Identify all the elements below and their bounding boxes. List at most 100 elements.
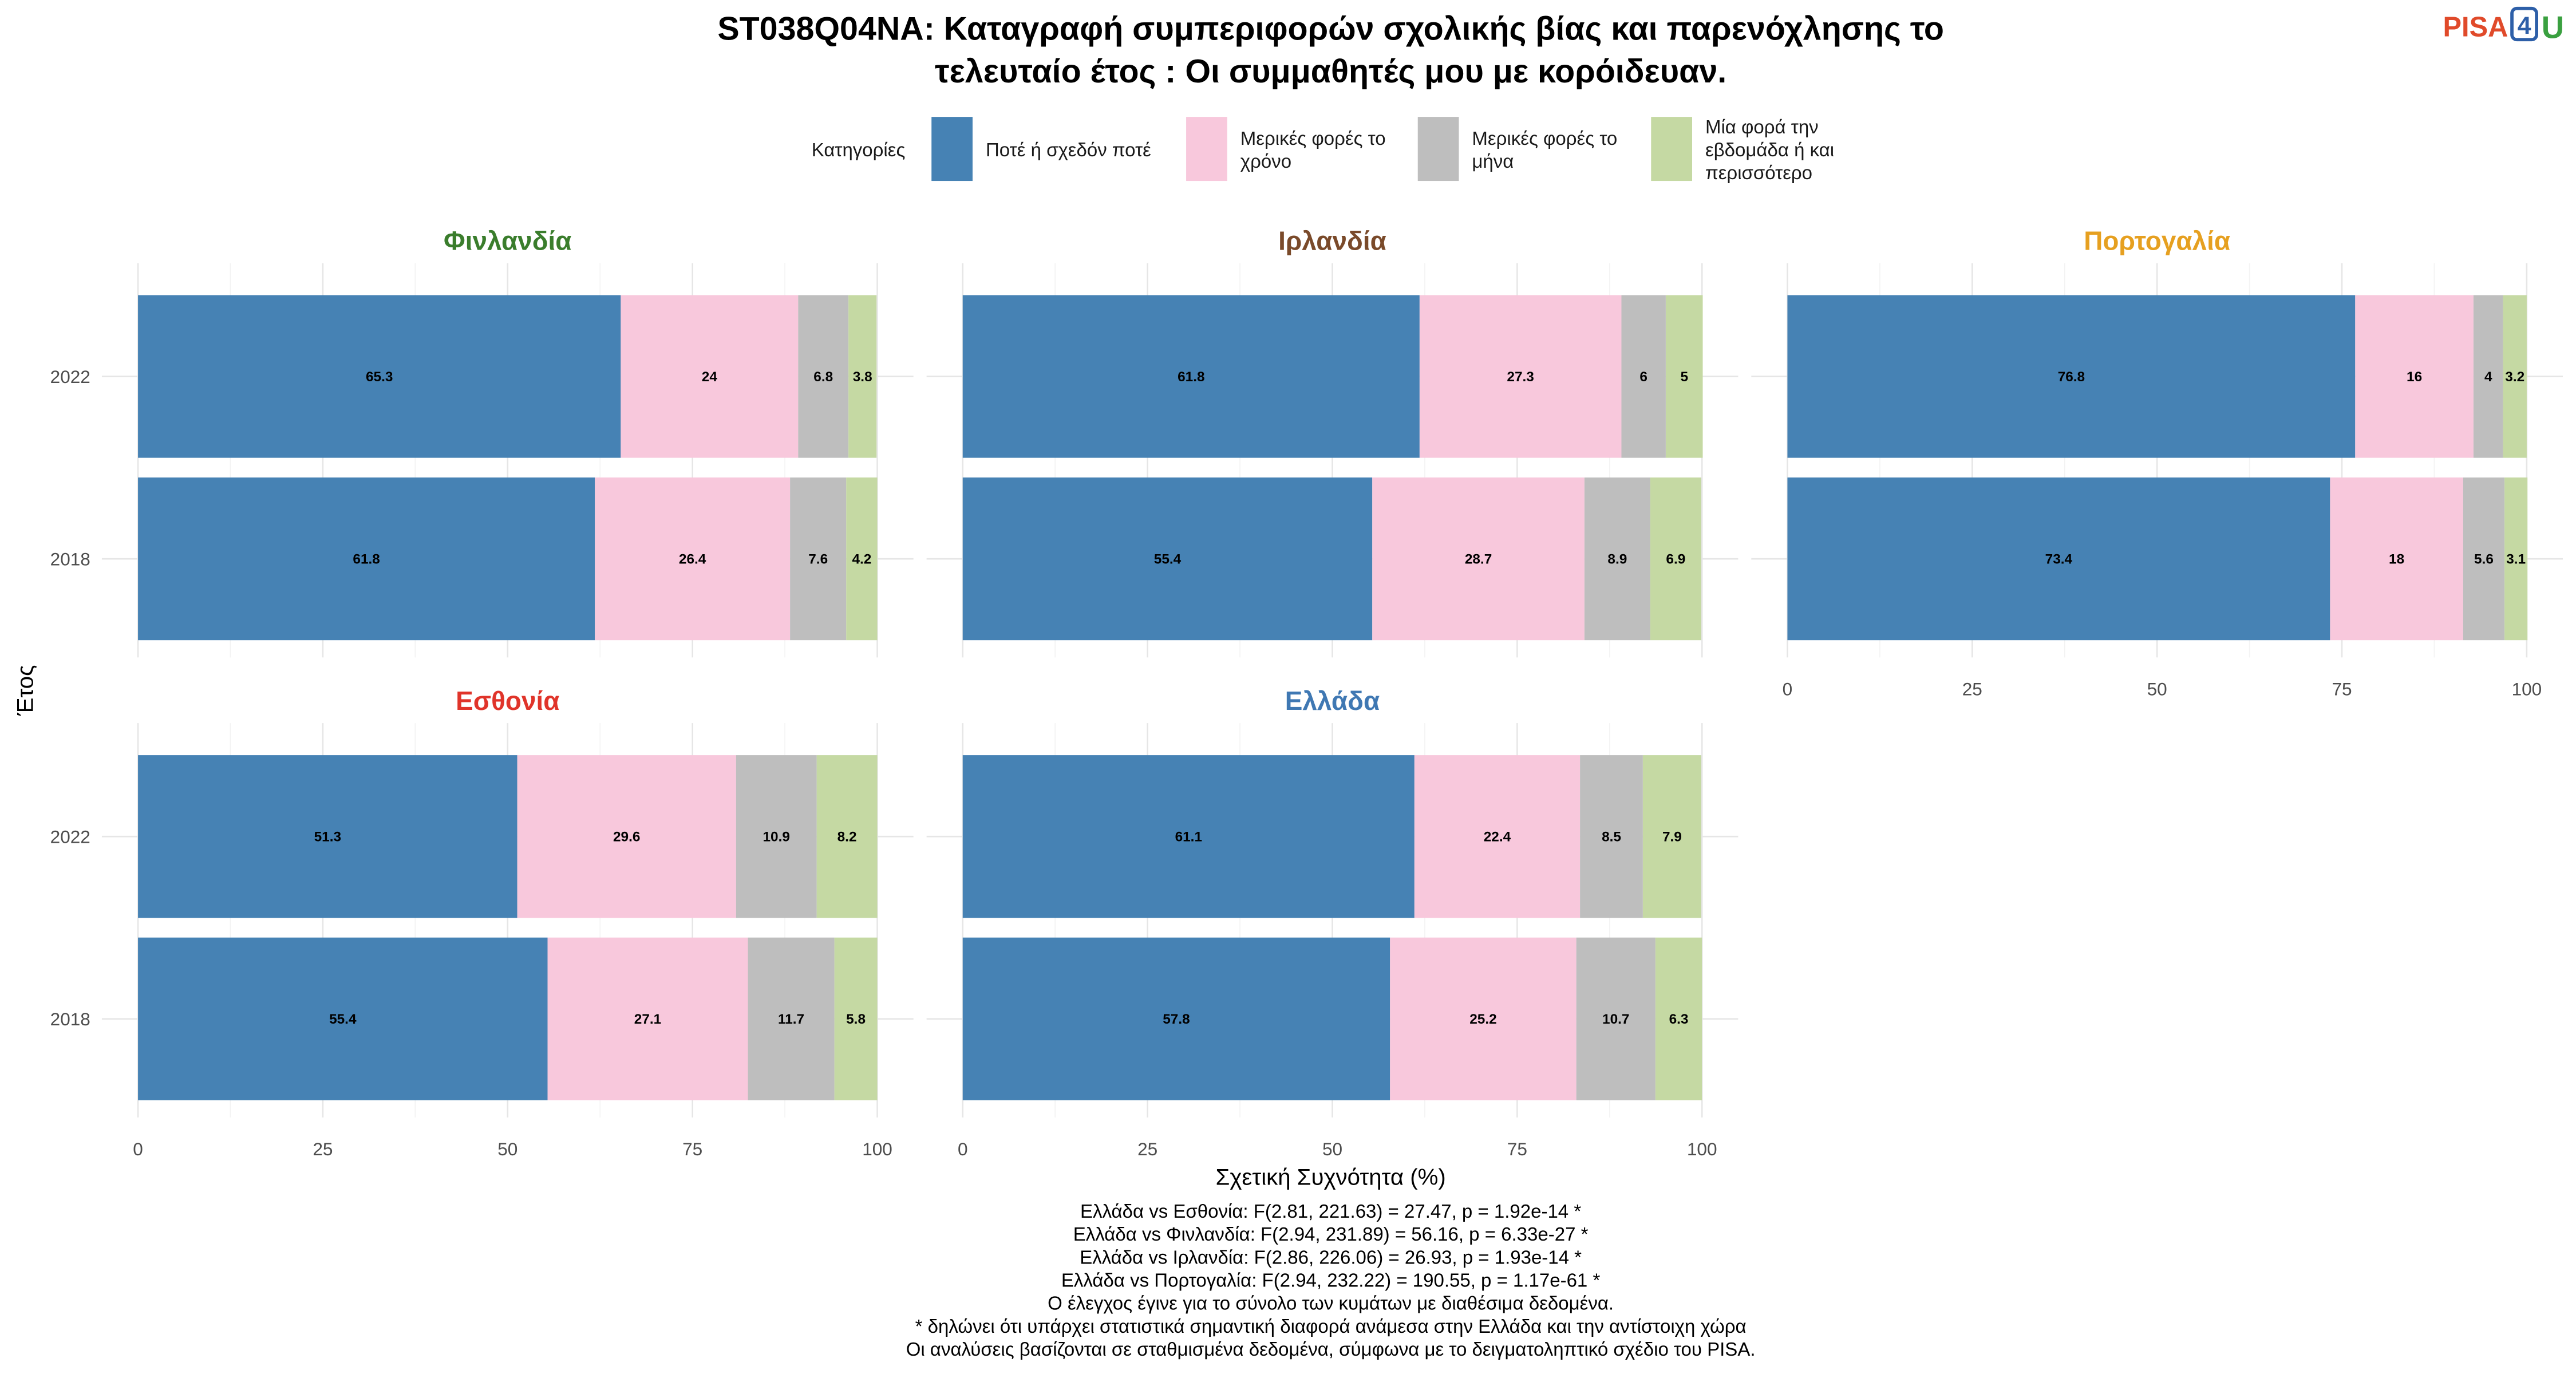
bar-segment: [962, 477, 1373, 641]
panel-title: Φινλανδία: [444, 226, 572, 256]
bar-value-label: 5: [1680, 369, 1688, 385]
bar-segment: [1372, 477, 1585, 641]
bar-value-label: 61.1: [1175, 830, 1202, 845]
bar-segment: [798, 295, 849, 458]
bar-row-2018: 55.4 28.7 8.9 6.9: [962, 477, 1701, 641]
legend-swatch: [931, 117, 973, 181]
legend-item: Ποτέ ή σχεδόν ποτέ: [931, 117, 1151, 181]
bar-value-label: 10.9: [763, 830, 790, 845]
bar-value-label: 22.4: [1484, 830, 1511, 845]
x-tick-label: 0: [133, 1139, 143, 1159]
legend-swatch: [1186, 117, 1227, 181]
bar-segment: [517, 755, 736, 918]
x-tick-label: 0: [958, 1139, 968, 1159]
bar-segment: [1419, 295, 1622, 458]
bar-segment: [748, 937, 835, 1100]
bar-value-label: 29.6: [613, 830, 640, 845]
legend-label: εβδομάδα ή και: [1705, 139, 1834, 160]
panel-3: Πορτογαλία 76.8 16 4 3.2 73.4 18 5.6 3.1 0 25 50 75 1…: [1751, 226, 2563, 699]
bar-value-label: 55.4: [1154, 552, 1182, 567]
legend-label: Μερικές φορές το: [1472, 128, 1617, 149]
legend-swatch: [1651, 117, 1692, 181]
bar-segment: [2473, 295, 2503, 458]
bar-value-label: 10.7: [1602, 1012, 1629, 1027]
bar-value-label: 7.9: [1662, 830, 1682, 845]
x-axis-title: Σχετική Συχνότητα (%): [1216, 1164, 1446, 1190]
bar-value-label: 16: [2407, 369, 2422, 385]
bar-segment: [962, 295, 1420, 458]
bar-segment: [1414, 755, 1581, 918]
x-tick-label: 75: [682, 1139, 702, 1159]
chart-panels: Φινλανδία 65.3 24 6.8 3.8 2022 61.8 26.4 7.6 4.2 2…: [50, 226, 2563, 1159]
footer-line: * δηλώνει ότι υπάρχει στατιστικά σημαντι…: [915, 1316, 1747, 1337]
panel-title: Ελλάδα: [1285, 686, 1380, 716]
logo-box: [2510, 6, 2538, 42]
bar-segment: [790, 477, 847, 641]
bar-row-2018: 73.4 18 5.6 3.1: [1787, 477, 2528, 641]
bar-value-label: 8.2: [837, 830, 857, 845]
panel-2: Ιρλανδία 61.8 27.3 6 5 55.4 28.7 8.9 6.9: [926, 226, 1739, 658]
bar-segment: [1787, 295, 2356, 458]
bar-value-label: 73.4: [2045, 552, 2073, 567]
legend-label: Ποτέ ή σχεδόν ποτέ: [986, 139, 1151, 160]
bar-segment: [1642, 755, 1701, 918]
bar-segment: [962, 755, 1415, 918]
footer-line: Ο έλεγχος έγινε για το σύνολο των κυμάτω…: [1048, 1293, 1614, 1314]
bar-value-label: 18: [2389, 552, 2404, 567]
legend: Κατηγορίες Ποτέ ή σχεδόν ποτέ Μερικές φορ…: [812, 116, 1834, 183]
bar-segment: [1787, 477, 2330, 641]
bar-value-label: 76.8: [2058, 369, 2085, 385]
bar-segment: [848, 295, 877, 458]
bar-value-label: 8.5: [1602, 830, 1621, 845]
bar-row-2018: 61.8 26.4 7.6 4.2: [138, 477, 878, 641]
bar-segment: [846, 477, 878, 641]
footer-line: Ελλάδα vs Πορτογαλία: F(2.94, 232.22) = …: [1061, 1270, 1601, 1291]
bar-value-label: 61.8: [353, 552, 380, 567]
bar-segment: [2503, 295, 2527, 458]
bar-segment: [138, 755, 517, 918]
chart-title-line-1: ST038Q04NA: Καταγραφή συμπεριφορών σχολι…: [717, 10, 1944, 47]
bar-value-label: 3.1: [2506, 552, 2526, 567]
bar-segment: [1621, 295, 1666, 458]
bar-value-label: 5.8: [846, 1012, 866, 1027]
bar-value-label: 3.2: [2505, 369, 2524, 385]
bar-segment: [1584, 477, 1650, 641]
bar-segment: [1650, 477, 1701, 641]
x-tick-label: 100: [1687, 1139, 1717, 1159]
bar-value-label: 3.8: [853, 369, 872, 385]
bar-row-2022: 61.8 27.3 6 5: [962, 295, 1703, 458]
legend-label: Μία φορά την: [1705, 116, 1819, 137]
legend-label: μήνα: [1472, 151, 1514, 172]
legend-title: Κατηγορίες: [812, 139, 906, 160]
x-tick-label: 25: [1962, 678, 1982, 699]
bar-value-label: 57.8: [1163, 1012, 1190, 1027]
bar-segment: [138, 937, 548, 1100]
bar-segment: [595, 477, 791, 641]
bar-segment: [138, 477, 595, 641]
footer-line: Ελλάδα vs Εσθονία: F(2.81, 221.63) = 27.…: [1080, 1201, 1581, 1222]
panel-title: Εσθονία: [456, 686, 559, 716]
panel-title: Πορτογαλία: [2084, 226, 2230, 256]
bar-segment: [138, 295, 621, 458]
bar-segment: [1576, 937, 1656, 1100]
bar-segment: [621, 295, 799, 458]
bar-value-label: 27.1: [634, 1012, 661, 1027]
x-tick-label: 75: [2332, 678, 2352, 699]
y-tick-label: 2018: [50, 549, 90, 570]
bar-value-label: 65.3: [366, 369, 393, 385]
bar-segment: [1390, 937, 1577, 1100]
panel-title: Ιρλανδία: [1278, 226, 1386, 256]
x-tick-label: 100: [862, 1139, 892, 1159]
x-tick-label: 50: [497, 1139, 517, 1159]
x-tick-label: 100: [2512, 678, 2542, 699]
bar-value-label: 8.9: [1607, 552, 1627, 567]
panel-5: Ελλάδα 61.1 22.4 8.5 7.9 57.8 25.2 10.7 6.3 0 25 50…: [926, 686, 1739, 1159]
bar-segment: [547, 937, 748, 1100]
bar-segment: [2504, 477, 2528, 641]
footer-line: Οι αναλύσεις βασίζονται σε σταθμισμένα δ…: [906, 1339, 1756, 1360]
bar-segment: [736, 755, 817, 918]
